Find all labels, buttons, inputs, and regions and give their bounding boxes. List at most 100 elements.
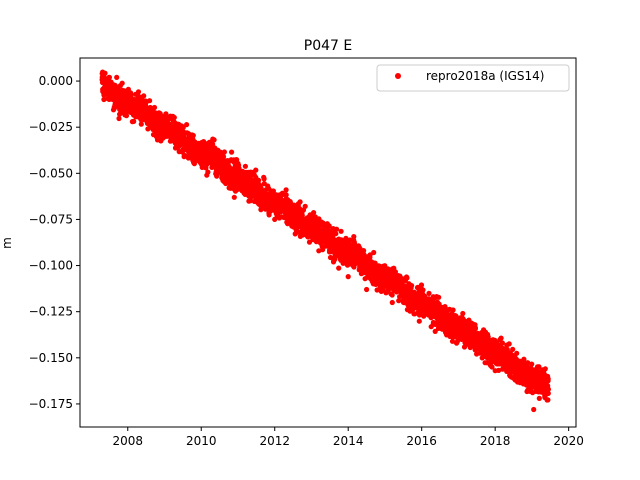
data-point	[220, 167, 226, 173]
data-point	[211, 137, 217, 143]
y-tick-label: −0.100	[29, 259, 73, 273]
data-point	[389, 292, 395, 298]
data-point	[101, 72, 107, 79]
data-point	[472, 326, 478, 332]
data-point	[498, 335, 504, 341]
data-point	[299, 227, 305, 234]
data-point	[525, 360, 531, 366]
data-point	[448, 327, 454, 333]
data-point	[436, 294, 442, 300]
data-point	[333, 231, 339, 237]
legend-marker	[395, 73, 401, 79]
data-point	[545, 386, 552, 392]
y-axis: 0.000 −0.025 −0.050 −0.075 −0.100 −0.125 −0.15…	[29, 74, 80, 411]
data-point	[389, 299, 395, 306]
legend: repro2018a (IGS14)	[376, 64, 570, 92]
data-point	[231, 194, 237, 200]
data-point	[334, 226, 340, 232]
y-tick-label: −0.175	[29, 397, 73, 411]
plot-frame	[79, 57, 577, 428]
data-point	[272, 216, 278, 222]
data-point	[364, 286, 370, 293]
data-point	[101, 96, 107, 103]
data-point	[372, 260, 378, 266]
data-point	[242, 163, 248, 169]
x-tick-label: 2016	[406, 434, 437, 448]
data-point	[545, 397, 551, 403]
y-tick-label: 0.000	[39, 74, 73, 88]
data-point	[184, 122, 190, 128]
data-point	[204, 172, 210, 178]
data-point	[336, 265, 342, 271]
data-point	[460, 310, 466, 317]
data-point	[195, 157, 201, 163]
y-tick-label: −0.025	[29, 120, 73, 134]
data-point	[542, 366, 548, 372]
data-point	[147, 98, 153, 104]
data-point	[338, 228, 344, 234]
data-point	[536, 395, 542, 401]
data-point	[492, 368, 498, 374]
data-point	[345, 274, 351, 280]
data-point	[404, 275, 410, 281]
data-point	[326, 223, 332, 229]
data-point	[430, 301, 436, 307]
data-point	[116, 115, 122, 122]
data-point	[489, 364, 495, 370]
data-point	[261, 200, 267, 206]
data-point	[404, 296, 410, 302]
data-point	[171, 114, 177, 121]
data-point	[409, 283, 415, 289]
data-point	[312, 224, 318, 230]
data-point	[123, 113, 130, 119]
data-point	[371, 249, 377, 256]
data-point	[261, 176, 267, 182]
data-point	[106, 74, 112, 80]
data-point	[180, 125, 186, 131]
data-point	[506, 341, 512, 347]
data-point	[138, 121, 144, 127]
x-tick-label: 2020	[553, 434, 584, 448]
data-point	[514, 350, 520, 356]
legend-label: repro2018a (IGS14)	[426, 69, 544, 83]
data-point	[210, 141, 216, 147]
data-point	[529, 361, 535, 367]
data-point	[316, 248, 322, 254]
data-point	[283, 187, 289, 193]
data-point	[521, 356, 527, 362]
data-point	[545, 390, 551, 396]
x-tick-label: 2008	[112, 434, 143, 448]
data-point	[181, 152, 187, 158]
data-point	[229, 149, 235, 155]
data-point	[392, 269, 398, 275]
data-point	[119, 80, 125, 86]
y-axis-label: m	[0, 237, 14, 249]
data-point	[178, 137, 184, 143]
x-tick-label: 2012	[259, 434, 290, 448]
y-tick-label: −0.050	[29, 166, 73, 180]
data-point	[190, 132, 196, 139]
data-point	[544, 379, 550, 385]
x-tick-label: 2018	[480, 434, 511, 448]
data-point	[396, 298, 402, 304]
data-point	[327, 254, 334, 261]
data-point	[351, 234, 357, 240]
data-point	[251, 185, 258, 191]
data-point	[253, 167, 259, 173]
y-tick-label: −0.150	[29, 351, 73, 365]
data-point	[131, 118, 137, 124]
data-point	[114, 74, 120, 80]
data-point	[420, 287, 426, 293]
data-point	[128, 91, 134, 97]
data-point	[258, 207, 264, 213]
data-point	[135, 89, 142, 95]
legend-box	[376, 64, 570, 92]
data-point	[150, 132, 157, 138]
data-points	[99, 69, 552, 413]
data-point	[531, 406, 537, 413]
data-point	[416, 318, 422, 324]
data-point	[297, 199, 303, 205]
x-axis: 2008 2010 2012 2014 2016 2018 2020	[112, 427, 584, 448]
data-point	[477, 336, 484, 342]
